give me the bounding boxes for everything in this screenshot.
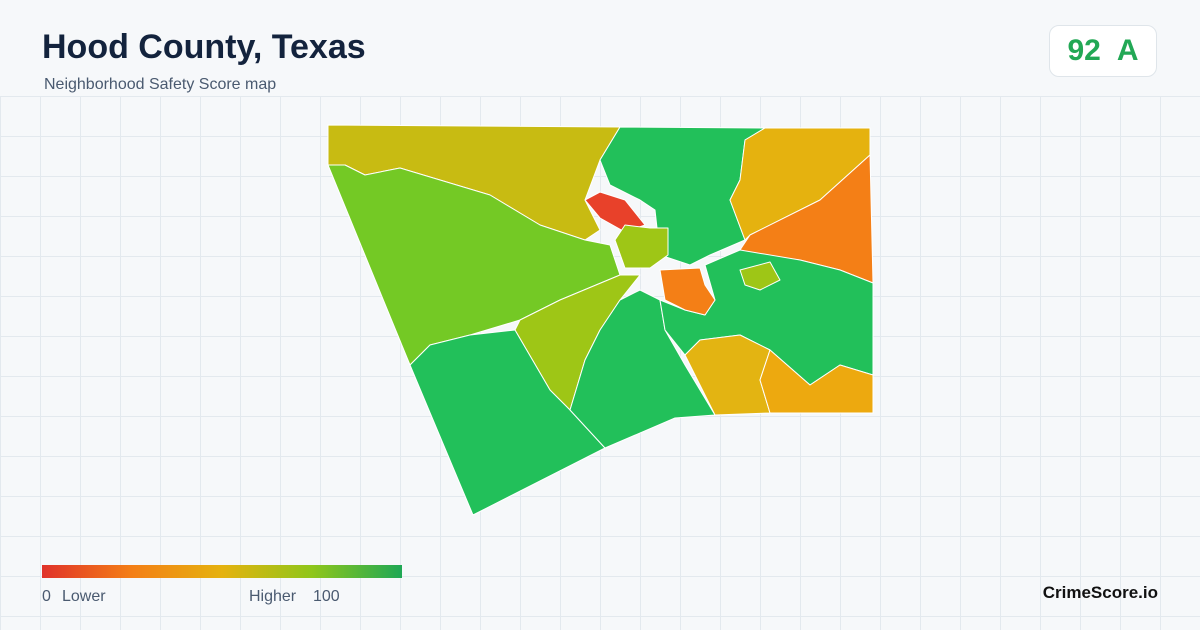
legend-min: 0 — [42, 588, 51, 605]
region — [739, 261, 781, 291]
neighborhoods — [327, 124, 874, 516]
region — [759, 349, 874, 414]
region — [584, 191, 646, 233]
header: Hood County, Texas Neighborhood Safety S… — [0, 0, 1200, 97]
region — [614, 224, 669, 269]
brand: CrimeScore.io — [1042, 583, 1158, 602]
region — [409, 329, 606, 516]
grade: A — [1116, 34, 1139, 67]
legend-gradient — [42, 565, 402, 578]
region — [729, 127, 871, 241]
region — [659, 267, 716, 316]
score-badge: 92 A — [1049, 25, 1157, 77]
legend-max: 100 — [313, 588, 340, 605]
legend-high-label: Higher — [249, 588, 297, 605]
score: 92 — [1067, 34, 1101, 67]
legend-low-label: Lower — [62, 588, 106, 605]
title: Hood County, Texas — [42, 28, 366, 66]
subtitle: Neighborhood Safety Score map — [44, 76, 277, 93]
